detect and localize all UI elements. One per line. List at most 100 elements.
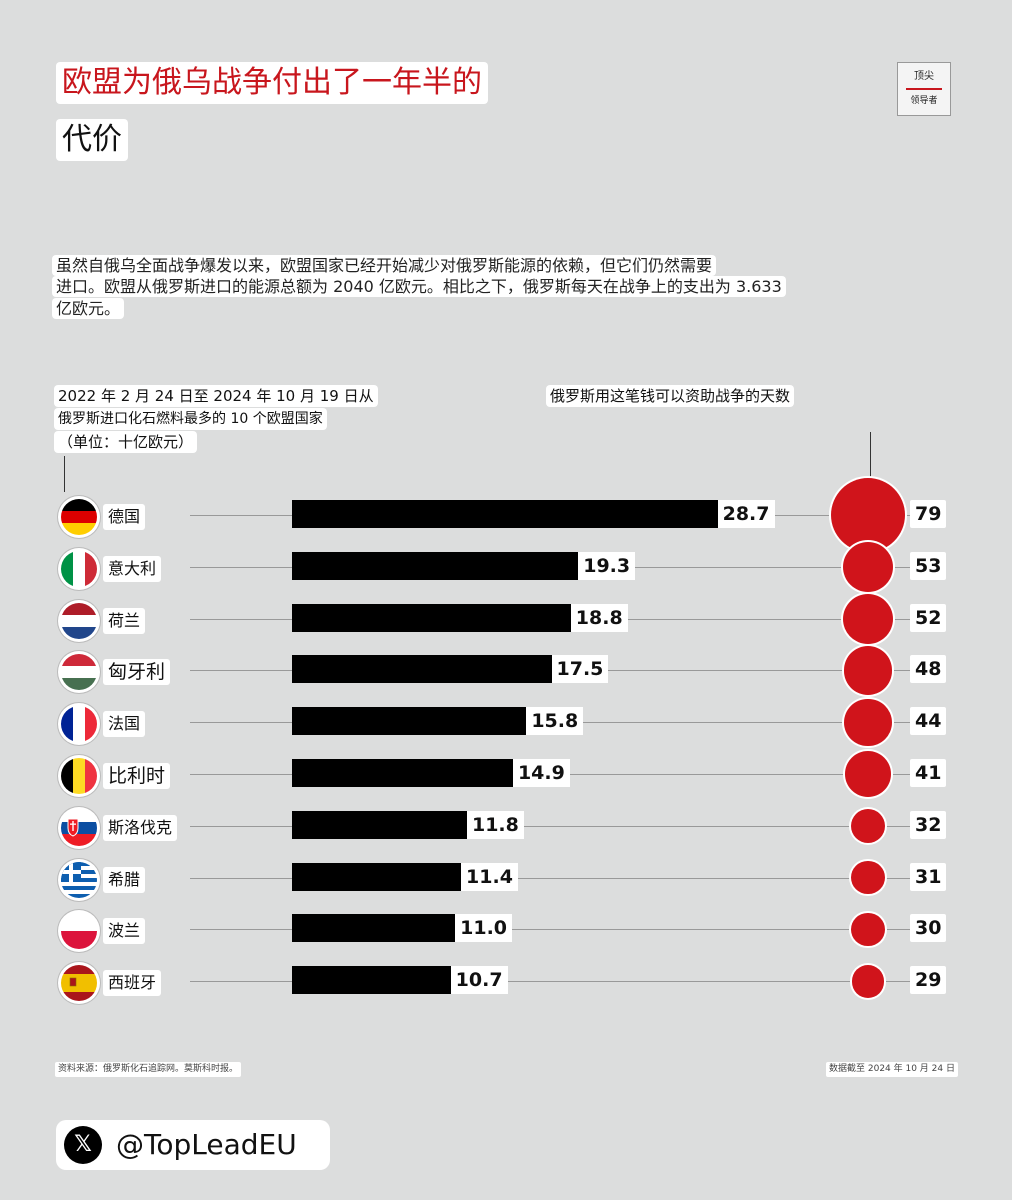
left-header-line-1: 2022 年 2 月 24 日至 2024 年 10 月 19 日从 <box>54 385 378 407</box>
days-bubble <box>844 698 892 746</box>
country-label: 希腊 <box>103 866 146 893</box>
bar <box>292 603 571 632</box>
bar-value-label: 15.8 <box>526 707 584 736</box>
row-connector <box>190 670 292 672</box>
chart-row: 斯洛伐克 11.8 32 <box>0 801 1012 853</box>
bar-value-label: 19.3 <box>578 551 636 580</box>
bar <box>292 500 718 528</box>
topleader-logo: 顶尖 领导者 <box>897 62 951 116</box>
right-header: 俄罗斯用这笔钱可以资助战争的天数 <box>546 385 795 407</box>
row-connector <box>618 566 910 568</box>
days-value-label: 30 <box>910 914 947 943</box>
row-connector <box>190 929 292 931</box>
country-label: 意大利 <box>103 555 162 582</box>
days-bubble <box>842 541 894 592</box>
hungary-flag-icon <box>58 651 100 694</box>
title-line-1: 欧盟为俄乌战争付出了一年半的 <box>56 62 488 104</box>
days-bubble <box>831 478 905 552</box>
country-label: 西班牙 <box>103 970 162 997</box>
row-connector <box>190 877 292 879</box>
bar <box>292 810 467 839</box>
row-connector <box>190 722 292 724</box>
social-handle-badge: 𝕏 @TopLeadEU <box>56 1120 330 1170</box>
bar-value-label: 28.7 <box>717 500 775 528</box>
right-header-pointer <box>870 432 871 480</box>
days-value-label: 79 <box>910 500 947 528</box>
row-connector <box>490 981 910 983</box>
logo-bottom-text: 领导者 <box>910 96 938 106</box>
days-bubble <box>843 646 893 695</box>
days-bubble <box>851 860 885 895</box>
netherlands-flag-icon <box>58 599 100 642</box>
bar <box>292 914 456 943</box>
bar-value-label: 10.7 <box>450 966 508 995</box>
greece-flag-icon <box>58 858 100 901</box>
days-value-label: 48 <box>910 655 947 684</box>
country-label: 比利时 <box>103 763 171 789</box>
days-bubble <box>850 808 886 843</box>
row-connector <box>552 774 910 775</box>
chart-row: 意大利 19.3 53 <box>0 541 1012 594</box>
bar-value-label: 11.4 <box>461 862 518 891</box>
row-connector <box>190 566 292 568</box>
left-header-line-2: 俄罗斯进口化石燃料最多的 10 个欧盟国家 <box>54 408 327 430</box>
chart-row: 法国 15.8 44 <box>0 697 1012 749</box>
bar <box>292 655 552 684</box>
days-value-label: 44 <box>910 707 947 736</box>
poland-flag-icon <box>58 910 100 953</box>
chart-row: 西班牙 10.7 29 <box>0 956 1012 1008</box>
row-connector <box>190 825 292 827</box>
chart-row: 波兰 11.0 30 <box>0 904 1012 956</box>
days-bubble <box>851 912 885 946</box>
chart-row: 希腊 11.4 31 <box>0 853 1012 905</box>
country-label: 荷兰 <box>103 607 146 634</box>
row-connector <box>190 618 292 620</box>
slovakia-flag-icon <box>58 806 100 849</box>
row-connector <box>190 774 292 775</box>
row-connector <box>190 981 292 983</box>
left-header-line-3: （单位：十亿欧元） <box>54 431 198 453</box>
days-value-label: 53 <box>910 551 947 580</box>
bar <box>292 966 451 995</box>
source-note: 资料来源：俄罗斯化石追踪网。莫斯科时报。 <box>55 1062 242 1077</box>
row-connector <box>610 618 910 620</box>
row-connector <box>190 515 292 516</box>
social-handle: @TopLeadEU <box>116 1128 297 1161</box>
bar-value-label: 11.8 <box>466 810 524 839</box>
days-bubble <box>843 593 893 644</box>
bar <box>292 862 462 891</box>
chart-row: 荷兰 18.8 52 <box>0 593 1012 646</box>
country-label: 斯洛伐克 <box>103 814 178 841</box>
row-connector <box>591 670 910 672</box>
left-header-pointer <box>64 456 65 492</box>
days-value-label: 29 <box>910 966 947 995</box>
logo-divider <box>906 88 942 90</box>
country-label: 法国 <box>103 711 146 738</box>
bar <box>292 759 513 787</box>
intro-line-1: 虽然自俄乌全面战争爆发以来，欧盟国家已经开始减少对俄罗斯能源的依赖，但它们仍然需… <box>52 255 717 276</box>
row-connector <box>495 929 910 931</box>
country-label: 德国 <box>103 504 146 530</box>
days-value-label: 41 <box>910 759 947 787</box>
row-connector <box>506 825 910 827</box>
germany-flag-icon <box>58 496 100 538</box>
spain-flag-icon <box>58 962 100 1005</box>
row-connector <box>501 877 910 879</box>
country-label: 匈牙利 <box>103 659 171 686</box>
bar-value-label: 11.0 <box>455 914 513 943</box>
country-label: 波兰 <box>103 918 146 945</box>
france-flag-icon <box>58 703 100 746</box>
days-value-label: 52 <box>910 603 947 632</box>
days-value-label: 32 <box>910 810 947 839</box>
bar-value-label: 18.8 <box>570 603 628 632</box>
bar <box>292 551 579 580</box>
belgium-flag-icon <box>58 755 100 797</box>
intro-line-3: 亿欧元。 <box>52 298 125 319</box>
bar-value-label: 14.9 <box>512 759 570 787</box>
row-connector <box>566 722 910 724</box>
chart-row: 比利时 14.9 41 <box>0 749 1012 801</box>
bar <box>292 707 527 736</box>
chart-row: 德国 28.7 79 <box>0 478 1012 552</box>
x-logo-icon: 𝕏 <box>64 1126 102 1164</box>
chart-row: 匈牙利 17.5 48 <box>0 645 1012 697</box>
